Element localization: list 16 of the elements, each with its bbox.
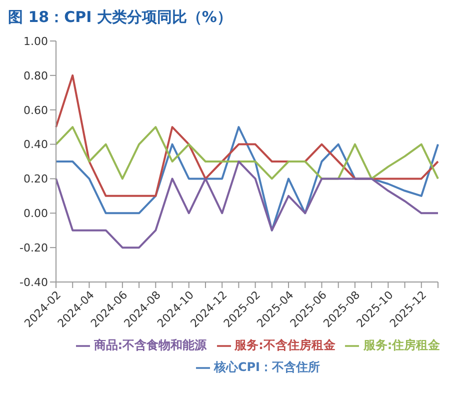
y-tick-label: 0.60 [24,104,48,117]
y-tick-label: -0.20 [20,241,48,254]
y-tick-label: 0.00 [24,207,48,220]
chart-title: 图 18：CPI 大类分项同比（%） [8,8,233,27]
legend-label: 服务:不含住房租金 [234,338,336,352]
y-tick-label: 0.40 [24,138,48,152]
line-series [55,160,439,249]
legend-label: 服务:住房租金 [363,338,440,352]
line-series [55,126,439,180]
legend-label: 核心CPI：不含住所 [214,360,320,374]
y-tick-label: -0.40 [20,276,48,289]
line-series [55,74,439,197]
y-tick-label: 0.80 [24,69,48,82]
y-tick-label: 1.00 [24,34,48,48]
legend-label: 商品:不含食物和能源 [94,338,207,352]
y-tick-label: 0.20 [24,172,48,186]
